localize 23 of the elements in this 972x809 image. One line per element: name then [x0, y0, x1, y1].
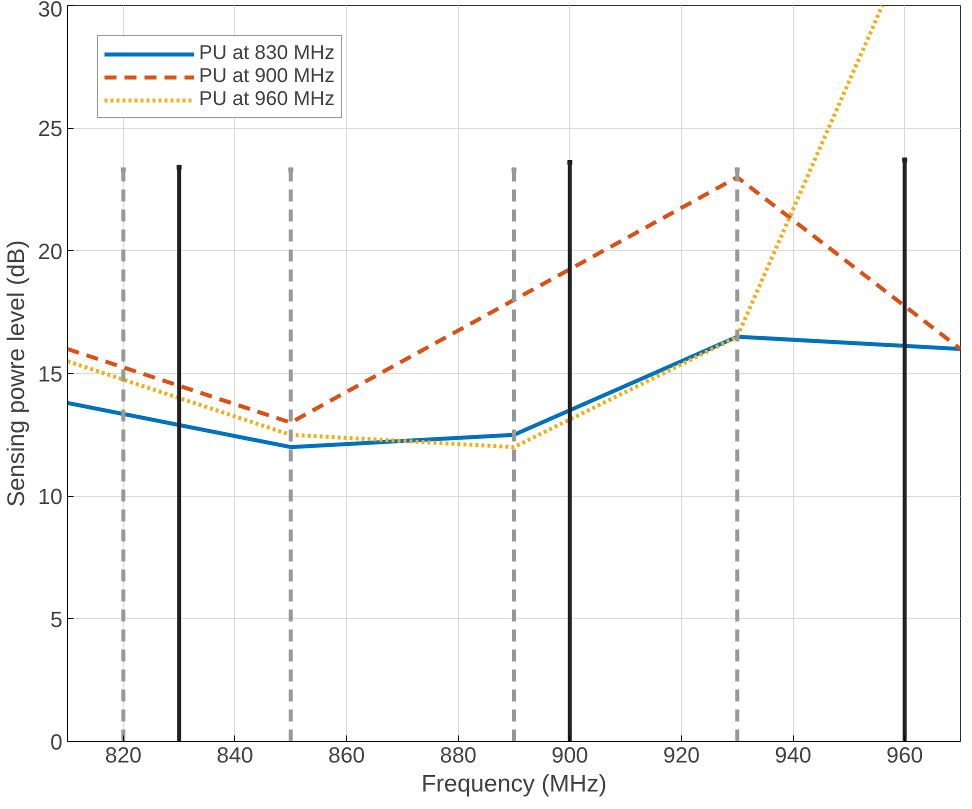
x-tick-label: 920 [663, 742, 700, 768]
y-tick-label: 20 [38, 238, 63, 264]
x-tick-label: 940 [774, 742, 812, 768]
y-tick-label: 5 [50, 606, 63, 632]
x-axis-title: Frequency (MHz) [421, 770, 607, 798]
legend-label: PU at 830 MHz [199, 42, 335, 65]
y-tick-label: 30 [38, 0, 63, 22]
y-tick-label: 25 [38, 116, 63, 142]
y-tick-label: 0 [50, 730, 63, 754]
x-tick-label: 880 [440, 742, 477, 768]
y-axis-title: Sensing powre level (dB) [3, 240, 30, 507]
y-tick-label: 10 [38, 484, 63, 510]
x-tick-label: 900 [551, 742, 588, 768]
x-tick-label: 840 [216, 742, 254, 768]
y-tick-label: 15 [38, 362, 63, 386]
x-tick-label: 820 [104, 742, 142, 768]
x-tick-label: 860 [328, 742, 365, 768]
line-series [68, 6, 884, 450]
legend-label: PU at 960 MHz [199, 88, 335, 111]
x-tick-label: 960 [886, 742, 924, 768]
line-series [68, 334, 960, 450]
legend-label: PU at 900 MHz [199, 65, 335, 88]
line-series [68, 175, 960, 425]
